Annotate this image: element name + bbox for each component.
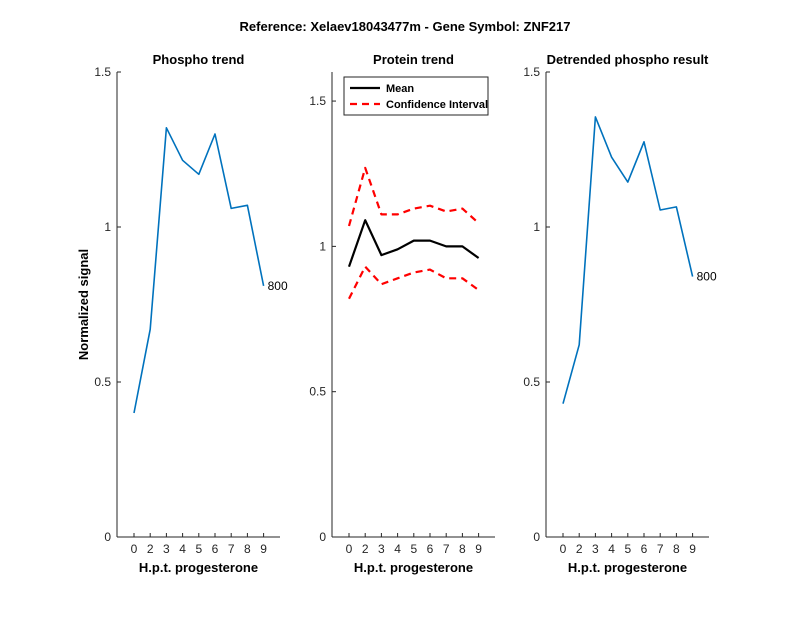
x-tick-label: 0 (131, 542, 138, 556)
x-tick-label: 2 (362, 542, 369, 556)
y-tick-label: 0 (319, 530, 326, 544)
y-tick-label: 1 (533, 220, 540, 234)
y-tick-label: 1.5 (94, 65, 111, 79)
x-tick-label: 7 (443, 542, 450, 556)
x-tick-label: 3 (378, 542, 385, 556)
y-tick-label: 1 (319, 239, 326, 253)
x-tick-label: 9 (475, 542, 482, 556)
x-axis-label: H.p.t. progesterone (568, 560, 687, 575)
x-tick-label: 6 (641, 542, 648, 556)
x-tick-label: 9 (689, 542, 696, 556)
y-tick-label: 1 (104, 220, 111, 234)
legend: Mean Confidence Interval (343, 76, 489, 116)
y-axis-label: Normalized signal (76, 249, 91, 360)
x-axis-label: H.p.t. progesterone (354, 560, 473, 575)
legend-label: Confidence Interval (386, 99, 488, 111)
x-tick-label: 8 (244, 542, 251, 556)
x-tick-label: 5 (624, 542, 631, 556)
panel-title: Phospho trend (153, 52, 245, 67)
series-line-1 (347, 166, 480, 227)
x-tick-label: 7 (228, 542, 235, 556)
legend-label: Mean (386, 83, 414, 95)
panel-title: Protein trend (373, 52, 454, 67)
x-tick-label: 2 (147, 542, 154, 556)
x-tick-label: 0 (346, 542, 353, 556)
x-tick-label: 3 (163, 542, 170, 556)
x-tick-label: 4 (608, 542, 615, 556)
y-tick-label: 0.5 (309, 385, 326, 399)
x-tick-label: 8 (459, 542, 466, 556)
x-tick-label: 5 (410, 542, 417, 556)
x-tick-label: 3 (592, 542, 599, 556)
x-tick-label: 8 (673, 542, 680, 556)
y-tick-label: 0.5 (94, 375, 111, 389)
series-line-0 (562, 116, 694, 404)
point-annotation: 800 (697, 270, 717, 284)
y-tick-label: 0.5 (523, 375, 540, 389)
y-tick-label: 1.5 (309, 94, 326, 108)
y-tick-label: 1.5 (523, 65, 540, 79)
panel-title: Detrended phospho result (547, 52, 709, 67)
x-tick-label: 6 (427, 542, 434, 556)
series-line-0 (347, 219, 480, 268)
x-tick-label: 6 (212, 542, 219, 556)
point-annotation: 800 (268, 279, 288, 293)
y-tick-label: 0 (104, 530, 111, 544)
y-tick-label: 0 (533, 530, 540, 544)
series-line-0 (133, 127, 265, 414)
x-tick-label: 5 (195, 542, 202, 556)
x-tick-label: 7 (657, 542, 664, 556)
x-axis-label: H.p.t. progesterone (139, 560, 258, 575)
x-tick-label: 4 (179, 542, 186, 556)
x-tick-label: 0 (560, 542, 567, 556)
series-line-2 (348, 265, 480, 300)
figure-title: Reference: Xelaev18043477m - Gene Symbol… (240, 19, 571, 34)
legend-box (343, 76, 489, 116)
x-tick-label: 4 (394, 542, 401, 556)
x-tick-label: 9 (260, 542, 267, 556)
x-tick-label: 2 (576, 542, 583, 556)
